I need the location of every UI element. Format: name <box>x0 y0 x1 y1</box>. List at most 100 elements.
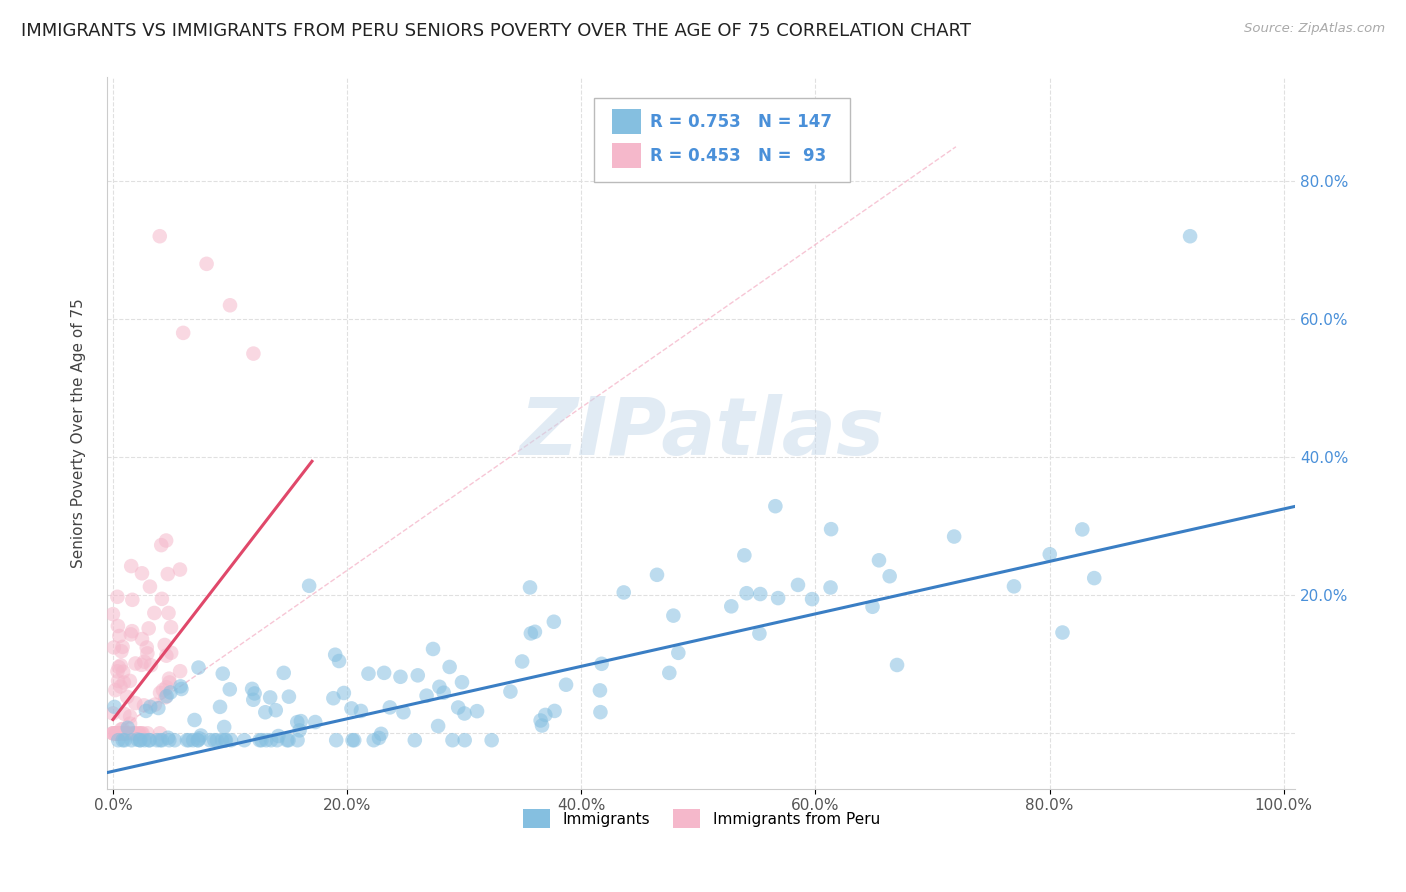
FancyBboxPatch shape <box>595 98 849 182</box>
Immigrants from Peru <box>159 675 181 690</box>
Immigrants <box>439 660 461 674</box>
Immigrants <box>322 691 344 706</box>
Immigrants <box>404 733 426 747</box>
Immigrants from Peru <box>160 620 183 634</box>
Immigrants <box>183 713 205 727</box>
Immigrants <box>212 720 235 734</box>
Immigrants <box>103 700 125 714</box>
Immigrants from Peru <box>108 726 131 740</box>
Immigrants from Peru <box>153 638 176 652</box>
Immigrants <box>150 733 173 747</box>
Immigrants <box>666 646 689 660</box>
Immigrants <box>139 699 162 714</box>
Immigrants from Peru <box>118 716 141 731</box>
Immigrants from Peru <box>155 680 177 694</box>
Immigrants from Peru <box>120 559 142 574</box>
Immigrants <box>520 626 543 640</box>
Immigrants <box>273 665 295 680</box>
Immigrants <box>943 529 966 543</box>
Immigrants from Peru <box>139 658 162 673</box>
Immigrants <box>340 701 363 715</box>
Immigrants from Peru <box>156 567 179 582</box>
Immigrants <box>219 733 242 747</box>
Immigrants <box>589 705 612 719</box>
Immigrants from Peru <box>111 640 134 654</box>
Immigrants from Peru <box>112 675 135 690</box>
Immigrants <box>111 733 134 747</box>
Immigrants <box>208 699 231 714</box>
Immigrants <box>415 689 437 703</box>
Immigrants <box>169 679 191 693</box>
Immigrants from Peru <box>143 606 166 620</box>
Immigrants <box>277 733 299 747</box>
Immigrants <box>534 707 557 722</box>
Immigrants from Peru <box>128 726 150 740</box>
Immigrants <box>530 714 553 728</box>
Immigrants from Peru <box>105 726 128 740</box>
Immigrants <box>422 642 444 657</box>
Immigrants <box>243 686 266 700</box>
Immigrants <box>735 586 758 600</box>
Immigrants from Peru <box>112 726 135 740</box>
Immigrants <box>373 665 395 680</box>
Immigrants from Peru <box>112 706 135 721</box>
Immigrants from Peru <box>107 590 129 604</box>
Immigrants <box>325 733 347 747</box>
Immigrants <box>357 666 380 681</box>
Immigrants <box>868 553 890 567</box>
Immigrants <box>879 569 901 583</box>
Immigrants from Peru <box>157 606 180 620</box>
Immigrants from Peru <box>124 657 146 671</box>
Immigrants from Peru <box>139 580 162 594</box>
Immigrants from Peru <box>105 726 128 740</box>
Immigrants <box>1071 522 1094 536</box>
Immigrants <box>304 714 326 729</box>
Immigrants <box>114 733 136 747</box>
Immigrants from Peru <box>107 619 129 633</box>
Immigrants <box>205 733 228 747</box>
Immigrants <box>543 615 565 629</box>
Immigrants <box>392 706 415 720</box>
Immigrants <box>155 690 177 704</box>
Immigrants from Peru <box>143 698 166 712</box>
Immigrants from Peru <box>118 673 141 688</box>
Immigrants <box>1083 571 1105 585</box>
Immigrants from Peru <box>112 726 135 740</box>
Immigrants <box>211 733 233 747</box>
Immigrants <box>163 733 186 747</box>
Immigrants <box>121 733 143 747</box>
Immigrants <box>523 624 546 639</box>
Immigrants <box>763 499 786 513</box>
Immigrants from Peru <box>104 683 127 698</box>
Immigrants <box>658 665 681 680</box>
Immigrants from Peru <box>104 726 127 740</box>
Immigrants from Peru <box>112 726 135 740</box>
Immigrants <box>117 721 139 735</box>
Immigrants from Peru <box>105 726 128 740</box>
Immigrants from Peru <box>121 624 143 639</box>
Immigrants <box>481 733 503 747</box>
Immigrants from Peru <box>107 726 129 740</box>
Immigrants from Peru <box>114 726 136 740</box>
Immigrants from Peru <box>150 591 173 606</box>
Immigrants <box>389 670 412 684</box>
Immigrants <box>290 714 312 728</box>
Immigrants <box>1039 547 1062 561</box>
Immigrants <box>249 733 271 747</box>
Immigrants <box>350 704 373 718</box>
Immigrants <box>188 731 211 746</box>
Immigrants <box>510 655 533 669</box>
Immigrants <box>146 733 169 747</box>
Immigrants from Peru <box>152 683 174 698</box>
Immigrants from Peru <box>111 722 134 736</box>
Immigrants from Peru <box>149 229 172 244</box>
Immigrants from Peru <box>103 726 125 740</box>
Immigrants from Peru <box>150 538 173 552</box>
Immigrants from Peru <box>132 698 155 713</box>
Immigrants <box>298 579 321 593</box>
Immigrants from Peru <box>136 646 159 660</box>
Text: IMMIGRANTS VS IMMIGRANTS FROM PERU SENIORS POVERTY OVER THE AGE OF 75 CORRELATIO: IMMIGRANTS VS IMMIGRANTS FROM PERU SENIO… <box>21 22 972 40</box>
Immigrants <box>499 684 522 698</box>
Immigrants from Peru <box>131 726 153 740</box>
Immigrants from Peru <box>195 257 218 271</box>
